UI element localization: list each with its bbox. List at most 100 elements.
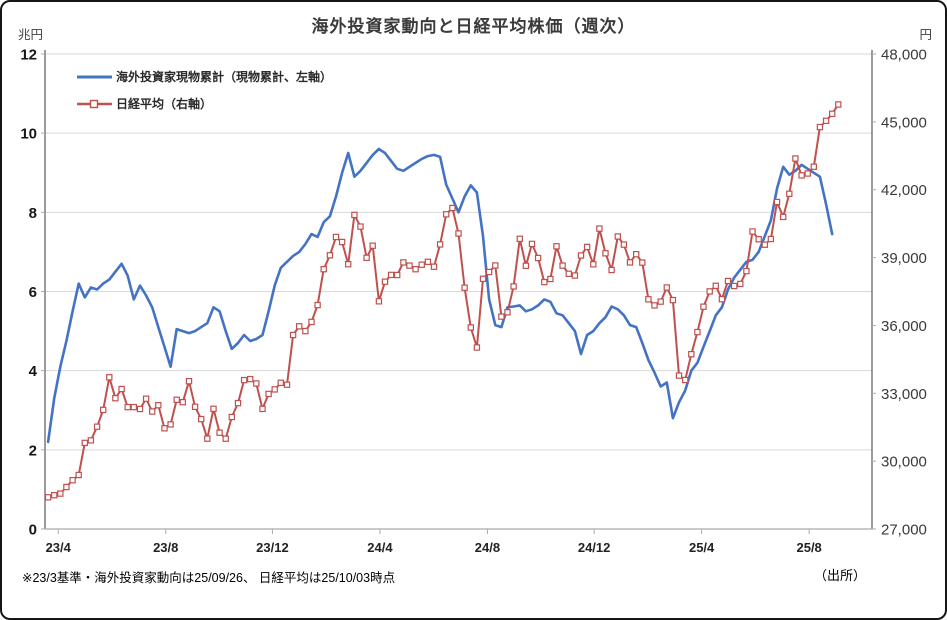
legend-label: 海外投資家現物累計（現物累計、左軸） <box>116 70 333 84</box>
legend-item-foreign-investors: 海外投資家現物累計（現物累計、左軸） <box>76 63 332 90</box>
nikkei-marker <box>773 198 781 206</box>
nikkei-marker <box>222 435 229 442</box>
left-axis-tick-label: 10 <box>20 126 37 143</box>
nikkei-marker <box>755 236 762 243</box>
nikkei-marker <box>645 296 652 303</box>
nikkei-marker <box>504 309 511 316</box>
nikkei-marker <box>822 117 830 124</box>
nikkei-marker <box>816 123 824 131</box>
nikkei-marker <box>430 263 438 270</box>
nikkei-marker <box>296 323 303 330</box>
chart-title: 海外投資家動向と日経平均株価（週次） <box>311 17 636 36</box>
nikkei-marker <box>528 240 536 248</box>
nikkei-marker <box>577 252 585 259</box>
nikkei-marker <box>467 324 475 331</box>
nikkei-marker <box>240 376 248 384</box>
nikkei-marker <box>124 403 131 411</box>
nikkei-marker <box>565 270 573 278</box>
nikkei-marker <box>375 298 383 305</box>
left-axis-tick-label: 6 <box>29 284 37 301</box>
nikkei-marker <box>204 435 211 442</box>
nikkei-marker <box>363 254 370 261</box>
nikkei-marker <box>657 298 664 305</box>
nikkei-marker <box>694 328 701 336</box>
nikkei-marker <box>485 268 493 276</box>
nikkei-marker <box>712 282 720 290</box>
nikkei-marker <box>418 261 425 268</box>
footnote-source: （出所） <box>813 568 866 583</box>
nikkei-marker <box>345 261 352 268</box>
nikkei-marker <box>93 423 101 430</box>
nikkei-marker <box>357 223 364 230</box>
nikkei-marker <box>161 425 168 432</box>
right-axis-tick-label: 39,000 <box>881 250 927 267</box>
left-axis-tick-label: 8 <box>29 205 37 222</box>
nikkei-marker <box>87 437 95 444</box>
nikkei-marker <box>602 250 609 257</box>
nikkei-marker <box>50 492 58 499</box>
right-axis-tick-label: 45,000 <box>881 114 927 131</box>
nikkei-marker <box>651 302 658 309</box>
left-axis-tick-label: 4 <box>29 363 38 380</box>
nikkei-marker <box>541 278 548 286</box>
nikkei-marker <box>492 262 499 269</box>
nikkei-marker <box>516 235 524 242</box>
nikkei-marker <box>332 233 340 241</box>
nikkei-marker <box>57 490 64 497</box>
blue-line-swatch-icon <box>77 75 112 78</box>
nikkei-marker <box>142 395 150 402</box>
legend-label: 日経平均（右軸） <box>116 97 213 111</box>
x-axis-tick-label: 24/8 <box>475 540 500 555</box>
nikkei-marker <box>675 372 683 379</box>
right-axis-tick-label: 30,000 <box>881 454 927 471</box>
x-axis-tick-label: 23/8 <box>153 540 178 555</box>
nikkei-marker <box>283 381 291 388</box>
nikkei-marker <box>198 415 205 423</box>
nikkei-marker <box>81 439 88 447</box>
nikkei-marker <box>63 483 70 491</box>
nikkei-marker <box>210 405 217 413</box>
nikkei-marker <box>69 477 76 484</box>
nikkei-marker <box>185 378 193 385</box>
nikkei-marker <box>681 376 689 384</box>
nikkei-marker <box>449 204 456 212</box>
left-axis-tick-label: 12 <box>20 47 37 64</box>
nikkei-marker <box>534 254 542 262</box>
x-axis-tick-label: 25/4 <box>689 540 715 555</box>
nikkei-marker <box>400 259 407 266</box>
nikkei-marker <box>436 241 444 248</box>
left-axis-tick-label: 2 <box>29 442 37 459</box>
nikkei-marker <box>106 374 113 381</box>
nikkei-marker <box>351 211 358 219</box>
nikkei-marker <box>338 238 346 246</box>
nikkei-marker <box>387 271 395 279</box>
nikkei-marker <box>828 110 836 117</box>
nikkei-marker <box>614 233 622 240</box>
nikkei-marker <box>234 399 242 407</box>
nikkei-marker <box>412 266 419 273</box>
nikkei-marker <box>136 405 144 413</box>
nikkei-marker <box>455 230 462 237</box>
nikkei-marker <box>302 327 309 335</box>
nikkei-marker <box>669 296 677 304</box>
nikkei-marker <box>547 275 554 283</box>
nikkei-marker <box>608 266 615 274</box>
red-line-marker-swatch-icon <box>77 99 112 108</box>
nikkei-marker <box>289 331 297 339</box>
nikkei-marker <box>369 242 376 249</box>
right-axis-tick-label: 36,000 <box>881 318 927 335</box>
nikkei-marker <box>271 386 278 393</box>
nikkei-marker <box>326 252 334 259</box>
right-axis-tick-label: 33,000 <box>881 386 927 403</box>
nikkei-marker <box>522 262 530 270</box>
nikkei-marker <box>320 266 327 273</box>
nikkei-marker <box>308 318 315 326</box>
nikkei-marker <box>173 396 180 404</box>
nikkei-marker <box>191 403 199 411</box>
nikkei-marker <box>118 385 125 393</box>
nikkei-marker <box>112 395 119 402</box>
nikkei-marker <box>44 494 52 501</box>
nikkei-marker <box>179 399 186 406</box>
nikkei-marker <box>247 375 254 383</box>
